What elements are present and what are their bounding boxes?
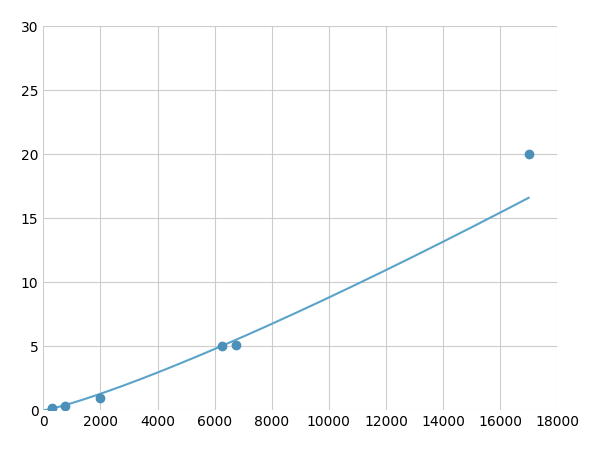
Point [524, 151, 533, 158]
Point [60, 403, 70, 410]
Point [217, 343, 227, 350]
Point [231, 342, 241, 349]
Point [47, 404, 57, 411]
Point [95, 394, 105, 401]
